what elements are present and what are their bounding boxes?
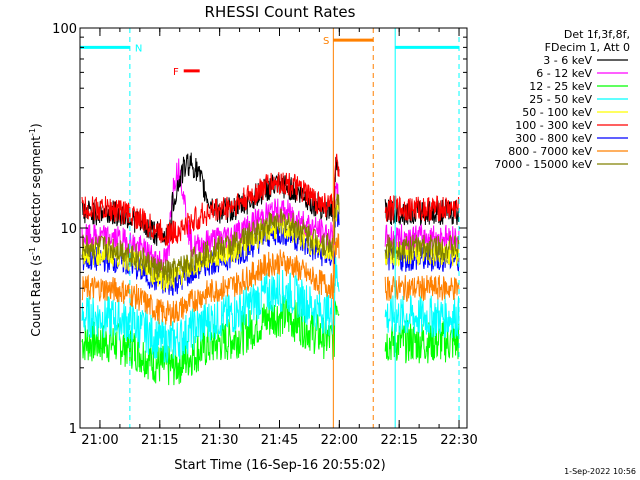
x-tick-label-4: 22:00 bbox=[321, 433, 358, 448]
annotation-layer: N S F bbox=[79, 28, 460, 428]
y-axis-label-main: Count Rate (s bbox=[29, 255, 43, 337]
y-tick-label-2: 100 bbox=[52, 22, 77, 37]
x-tick-label-0: 21:00 bbox=[81, 433, 118, 448]
series-line-1 bbox=[81, 158, 460, 272]
chart-title: RHESSI Count Rates bbox=[205, 3, 356, 21]
series-line-7 bbox=[81, 232, 460, 326]
legend-label-1: 6 - 12 keV bbox=[536, 67, 592, 80]
x-tick-label-2: 21:30 bbox=[201, 433, 238, 448]
legend-label-5: 100 - 300 keV bbox=[515, 119, 592, 132]
legend-header-0: Det 1f,3f,8f, bbox=[564, 28, 630, 41]
legend-label-7: 800 - 7000 keV bbox=[508, 145, 592, 158]
flare-flag-label: F bbox=[173, 67, 179, 78]
series-line-3 bbox=[81, 256, 460, 363]
series-layer bbox=[81, 152, 460, 386]
legend-label-3: 25 - 50 keV bbox=[529, 93, 592, 106]
y-tick-label-0: 1 bbox=[69, 422, 77, 437]
x-tick-label-1: 21:15 bbox=[141, 433, 178, 448]
x-tick-label-5: 22:15 bbox=[380, 433, 417, 448]
axes-layer: 21:00 21:15 21:30 21:45 22:00 22:15 22:30 1 10 10… bbox=[52, 22, 478, 448]
timestamp: 1-Sep-2022 10:56 bbox=[564, 467, 636, 476]
x-axis-label: Start Time (16-Sep-16 20:55:02) bbox=[174, 458, 385, 473]
annotation-label-2: S bbox=[323, 36, 329, 47]
y-tick-label-1: 10 bbox=[60, 222, 77, 237]
y-axis-label-sup1: -1 bbox=[28, 247, 37, 255]
y-axis-label-mid: detector segment bbox=[29, 136, 43, 247]
legend-label-2: 12 - 25 keV bbox=[529, 80, 592, 93]
series-line-5 bbox=[81, 153, 460, 247]
series-line-8 bbox=[81, 193, 460, 283]
legend-header-1: FDecim 1, Att 0 bbox=[545, 41, 630, 54]
x-tick-label-6: 22:30 bbox=[440, 433, 477, 448]
legend-label-6: 300 - 800 keV bbox=[515, 132, 592, 145]
legend-label-8: 7000 - 15000 keV bbox=[494, 158, 592, 171]
y-axis-label-sup2: -1 bbox=[28, 128, 37, 136]
y-axis-label: Count Rate (s-1 detector segment-1) bbox=[28, 123, 43, 336]
x-tick-label-3: 21:45 bbox=[261, 433, 298, 448]
legend-label-4: 50 - 100 keV bbox=[522, 106, 592, 119]
y-axis-label-end: ) bbox=[29, 123, 43, 128]
legend-label-0: 3 - 6 keV bbox=[543, 54, 592, 67]
annotation-label-0: N bbox=[135, 43, 142, 54]
